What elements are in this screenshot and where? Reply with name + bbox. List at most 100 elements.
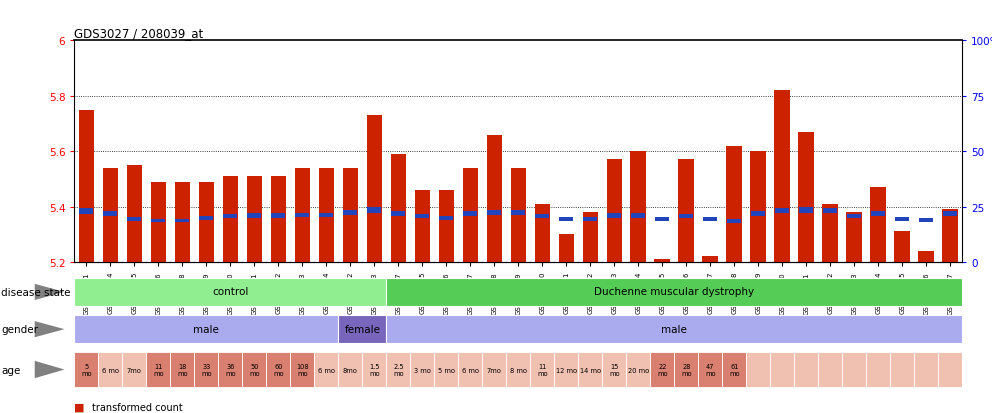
Bar xyxy=(391,211,406,216)
Bar xyxy=(487,211,501,216)
Bar xyxy=(800,208,813,213)
Bar xyxy=(102,169,118,262)
Text: 33
mo: 33 mo xyxy=(201,363,211,376)
Bar xyxy=(338,352,362,387)
Bar xyxy=(122,352,147,387)
Bar xyxy=(434,352,458,387)
Bar xyxy=(823,209,837,214)
Bar xyxy=(98,352,122,387)
Bar xyxy=(938,352,962,387)
Text: transformed count: transformed count xyxy=(92,402,183,412)
Bar xyxy=(675,352,698,387)
Text: 5 mo: 5 mo xyxy=(437,367,455,373)
Text: 47
mo: 47 mo xyxy=(705,363,715,376)
Bar xyxy=(890,352,915,387)
Bar xyxy=(386,278,962,306)
Bar xyxy=(656,218,670,221)
Bar xyxy=(218,352,242,387)
Bar xyxy=(318,169,334,262)
Bar xyxy=(866,352,890,387)
Bar xyxy=(439,217,453,221)
Bar xyxy=(770,352,795,387)
Text: 1.5
mo: 1.5 mo xyxy=(369,363,380,376)
Bar xyxy=(151,182,167,262)
Text: 20 mo: 20 mo xyxy=(628,367,649,373)
Text: 6 mo: 6 mo xyxy=(317,367,335,373)
Bar xyxy=(631,214,646,218)
Bar xyxy=(679,160,694,262)
Bar xyxy=(458,352,482,387)
Bar xyxy=(411,352,434,387)
Text: 8 mo: 8 mo xyxy=(510,367,527,373)
Bar xyxy=(319,213,333,218)
Bar xyxy=(559,218,573,221)
Text: 15
mo: 15 mo xyxy=(609,363,620,376)
Bar xyxy=(651,352,675,387)
Text: 11
mo: 11 mo xyxy=(153,363,164,376)
Polygon shape xyxy=(35,284,64,300)
Bar xyxy=(870,188,886,262)
Bar xyxy=(920,218,933,222)
Text: 28
mo: 28 mo xyxy=(681,363,691,376)
Text: 7mo: 7mo xyxy=(487,367,502,373)
Bar xyxy=(680,214,693,219)
Bar xyxy=(722,352,746,387)
Bar xyxy=(626,352,651,387)
Bar xyxy=(583,218,597,221)
Bar xyxy=(847,214,861,219)
Bar xyxy=(391,154,406,262)
Bar xyxy=(776,209,790,214)
Bar xyxy=(895,218,910,221)
Text: male: male xyxy=(662,324,687,334)
Bar xyxy=(367,208,381,213)
Bar xyxy=(152,219,166,223)
Text: 6 mo: 6 mo xyxy=(102,367,119,373)
Bar xyxy=(198,182,214,262)
Bar xyxy=(871,211,885,216)
Bar xyxy=(242,352,267,387)
Text: 61
mo: 61 mo xyxy=(729,363,740,376)
Bar xyxy=(942,210,958,262)
Bar xyxy=(558,235,574,262)
Bar xyxy=(438,190,454,262)
Bar xyxy=(578,352,602,387)
Bar xyxy=(919,251,934,262)
Bar xyxy=(746,352,770,387)
Bar xyxy=(486,135,502,262)
Bar xyxy=(291,352,314,387)
Bar xyxy=(506,352,531,387)
Bar xyxy=(271,177,286,262)
Bar xyxy=(895,232,910,262)
Bar xyxy=(726,146,742,262)
Bar xyxy=(223,215,237,219)
Text: disease state: disease state xyxy=(1,287,70,297)
Bar xyxy=(222,177,238,262)
Bar xyxy=(127,166,142,262)
Bar xyxy=(655,259,670,262)
Text: female: female xyxy=(344,324,380,334)
Bar xyxy=(314,352,338,387)
Text: gender: gender xyxy=(1,324,38,335)
Bar xyxy=(511,169,526,262)
Bar xyxy=(463,211,477,216)
Bar xyxy=(703,218,717,221)
Bar xyxy=(582,213,598,262)
Bar xyxy=(74,278,386,306)
Bar xyxy=(78,110,94,262)
Bar xyxy=(799,133,814,262)
Bar xyxy=(103,211,117,216)
Text: 18
mo: 18 mo xyxy=(177,363,187,376)
Bar xyxy=(602,352,626,387)
Bar xyxy=(702,257,718,262)
Text: 60
mo: 60 mo xyxy=(273,363,284,376)
Bar xyxy=(247,177,262,262)
Text: 22
mo: 22 mo xyxy=(657,363,668,376)
Bar xyxy=(386,316,962,343)
Bar xyxy=(842,352,866,387)
Text: 8mo: 8mo xyxy=(343,367,358,373)
Bar xyxy=(818,352,842,387)
Text: 14 mo: 14 mo xyxy=(579,367,601,373)
Bar xyxy=(482,352,506,387)
Text: ■: ■ xyxy=(74,402,85,412)
Bar xyxy=(74,316,338,343)
